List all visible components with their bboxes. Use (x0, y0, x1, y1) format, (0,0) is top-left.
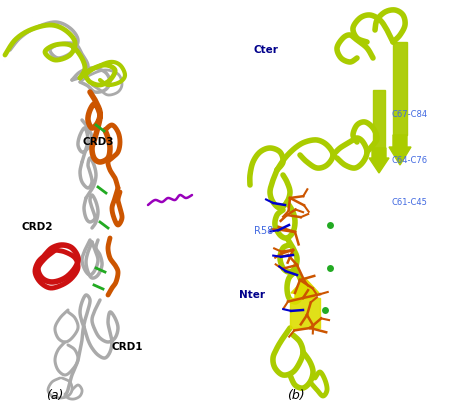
Text: CRD3: CRD3 (83, 138, 114, 147)
Text: (b): (b) (287, 389, 305, 401)
Text: R58: R58 (254, 226, 273, 235)
Polygon shape (393, 42, 407, 135)
Polygon shape (373, 90, 385, 148)
Text: C64-C76: C64-C76 (391, 156, 427, 165)
Text: C67-C84: C67-C84 (391, 110, 427, 119)
FancyArrow shape (389, 135, 411, 165)
Text: C61-C45: C61-C45 (391, 198, 427, 207)
Text: CRD2: CRD2 (21, 222, 53, 231)
FancyArrow shape (369, 148, 389, 173)
Text: Nter: Nter (239, 290, 265, 300)
FancyArrow shape (291, 278, 319, 298)
Text: Cter: Cter (254, 45, 278, 55)
Text: CRD1: CRD1 (111, 342, 143, 352)
Polygon shape (290, 298, 320, 328)
Text: (a): (a) (46, 389, 63, 401)
